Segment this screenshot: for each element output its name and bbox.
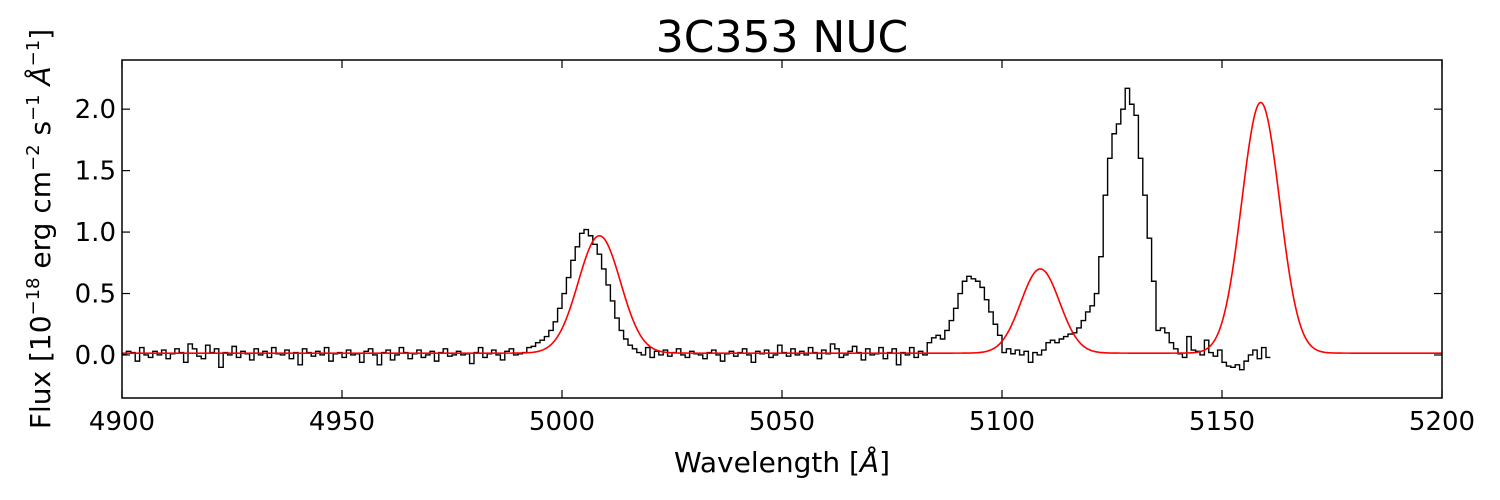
y-axis-label-exp1: −18 [23, 277, 44, 315]
model-fit-line [122, 101, 1442, 354]
y-tick-label: 0.5 [75, 280, 116, 310]
x-tick-label: 5000 [529, 407, 595, 437]
y-axis-label-exp4: −1 [23, 40, 44, 67]
x-axis-label: Wavelength [Å] [674, 445, 890, 479]
y-axis-label-post: ] [24, 29, 57, 40]
y-axis-label-unit: Å [23, 66, 57, 94]
x-tick-label: 5100 [969, 407, 1035, 437]
y-tick-label: 2.0 [75, 95, 116, 125]
x-axis-label-post: ] [879, 446, 890, 479]
y-axis-label-mid2: s [24, 121, 57, 145]
y-axis-label-exp2: −2 [23, 144, 44, 171]
y-axis-label-exp3: −1 [23, 94, 44, 121]
x-axis-label-unit: Å [858, 445, 879, 479]
plot-frame [121, 59, 1443, 399]
x-tick-label: 5150 [1189, 407, 1255, 437]
y-axis-label-mid1: erg cm [24, 171, 57, 278]
chart-title: 3C353 NUC [656, 12, 909, 63]
x-axis-label-pre: Wavelength [ [674, 446, 860, 479]
y-axis-label: Flux [10−18 erg cm−2 s−1 Å−1] [23, 29, 57, 429]
x-tick-label: 4900 [89, 407, 155, 437]
x-tick-label: 4950 [309, 407, 375, 437]
y-tick-label: 1.5 [75, 157, 116, 187]
x-tick-label: 5200 [1409, 407, 1475, 437]
spectrum-steps [122, 87, 1271, 371]
y-tick-label: 1.0 [75, 218, 116, 248]
x-tick-label: 5050 [749, 407, 815, 437]
y-axis-label-pre: Flux [10 [24, 315, 57, 429]
y-tick-label: 0.0 [75, 341, 116, 371]
